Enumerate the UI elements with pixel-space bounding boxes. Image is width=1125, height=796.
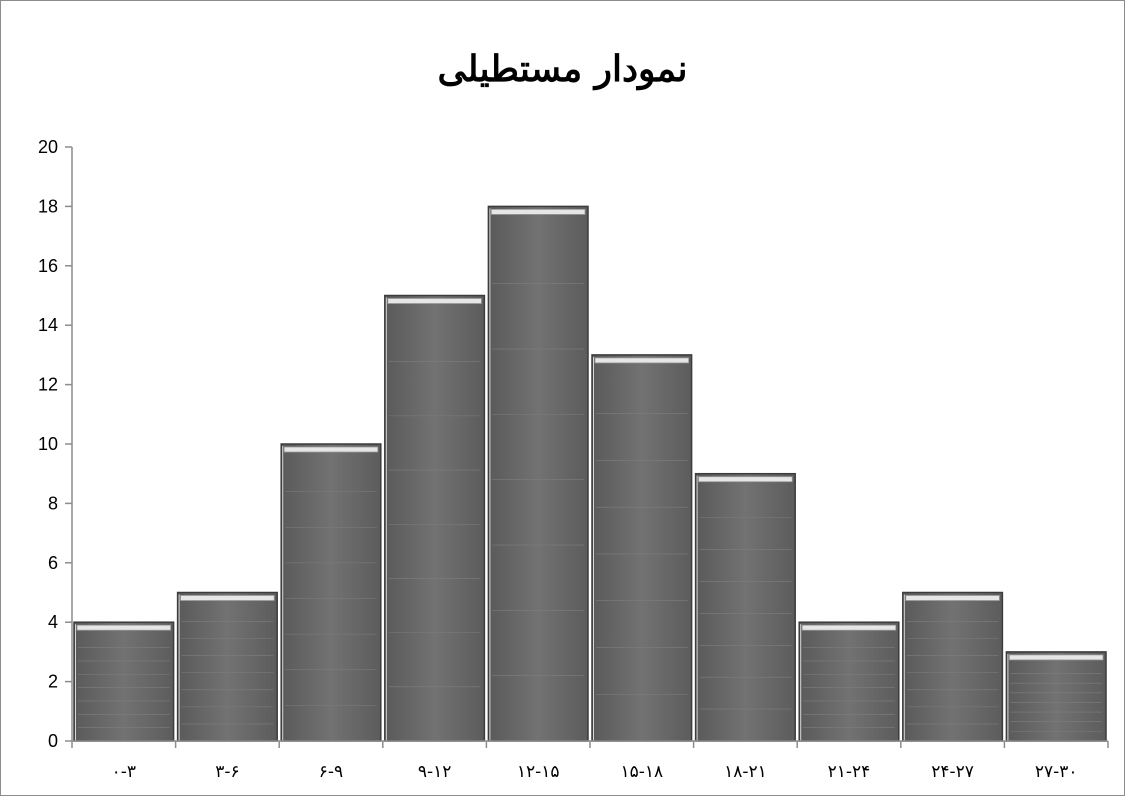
bar-body bbox=[384, 294, 486, 742]
bar-top-highlight bbox=[698, 476, 793, 483]
bar bbox=[384, 294, 486, 742]
bar-body bbox=[176, 591, 278, 742]
bar-top-highlight bbox=[594, 357, 689, 364]
bar-top-highlight bbox=[490, 208, 586, 215]
x-tick-label: ۱۵-۱۸ bbox=[620, 762, 663, 782]
bar bbox=[1005, 651, 1107, 742]
x-tick-label: ۱۲-۱۵ bbox=[517, 762, 560, 782]
y-tick-label: 16 bbox=[38, 256, 58, 276]
y-tick-label: 12 bbox=[38, 375, 58, 395]
y-tick-label: 18 bbox=[38, 196, 58, 216]
bar bbox=[176, 591, 278, 742]
bar-top-highlight bbox=[905, 595, 1000, 601]
bar-body bbox=[591, 354, 693, 742]
bar-body bbox=[694, 472, 796, 742]
y-axis: 0 2 4 6 8 10 12 14 16 18 20 bbox=[38, 137, 73, 751]
y-tick-label: 0 bbox=[48, 731, 58, 751]
x-tick-label: ۲۷-۳۰ bbox=[1035, 762, 1078, 782]
y-tick-label: 2 bbox=[48, 672, 58, 692]
bar-body bbox=[1005, 651, 1107, 742]
x-tick-label: ۲۱-۲۴ bbox=[828, 762, 871, 782]
chart-title: نمودار مستطیلی bbox=[437, 48, 688, 90]
y-tick-label: 10 bbox=[38, 434, 58, 454]
bar-top-highlight bbox=[387, 298, 482, 304]
x-tick-label: ۶-۹ bbox=[319, 762, 343, 782]
y-tick-label: 4 bbox=[48, 612, 58, 632]
y-tick-label: 14 bbox=[38, 315, 58, 335]
bar-body bbox=[902, 591, 1004, 742]
x-tick-label: ۲۴-۲۷ bbox=[931, 762, 974, 782]
bar bbox=[280, 443, 382, 742]
bar-top-highlight bbox=[180, 595, 275, 601]
x-tick-label: ۹-۱۲ bbox=[418, 762, 452, 782]
bar bbox=[591, 354, 693, 742]
bar-body bbox=[280, 443, 382, 742]
bar-body bbox=[73, 621, 175, 742]
bar-top-highlight bbox=[283, 446, 379, 453]
bar bbox=[798, 621, 900, 742]
bar bbox=[73, 621, 175, 742]
bar-top-highlight bbox=[801, 624, 897, 631]
y-tick-label: 20 bbox=[38, 137, 58, 157]
bar bbox=[694, 472, 796, 742]
x-axis: ۰-۳ ۳-۶ ۶-۹ ۹-۱۲ ۱۲-۱۵ ۱۵-۱۸ ۱۸-۲۱ ۲۱-۲۴ ۲۴-۲۷ ۲۷… bbox=[71, 740, 1109, 782]
bar-body bbox=[798, 621, 900, 742]
x-tick-label: ۰-۳ bbox=[112, 762, 136, 782]
x-tick-label: ۱۸-۲۱ bbox=[724, 762, 767, 782]
x-tick-label: ۳-۶ bbox=[215, 762, 239, 782]
y-tick-label: 6 bbox=[48, 553, 58, 573]
bar bbox=[902, 591, 1004, 742]
bar-body bbox=[487, 205, 589, 742]
bar-top-highlight bbox=[1009, 654, 1104, 661]
y-tick-label: 8 bbox=[48, 493, 58, 513]
bar bbox=[487, 205, 589, 742]
bar-top-highlight bbox=[76, 624, 171, 631]
bars bbox=[73, 205, 1107, 742]
